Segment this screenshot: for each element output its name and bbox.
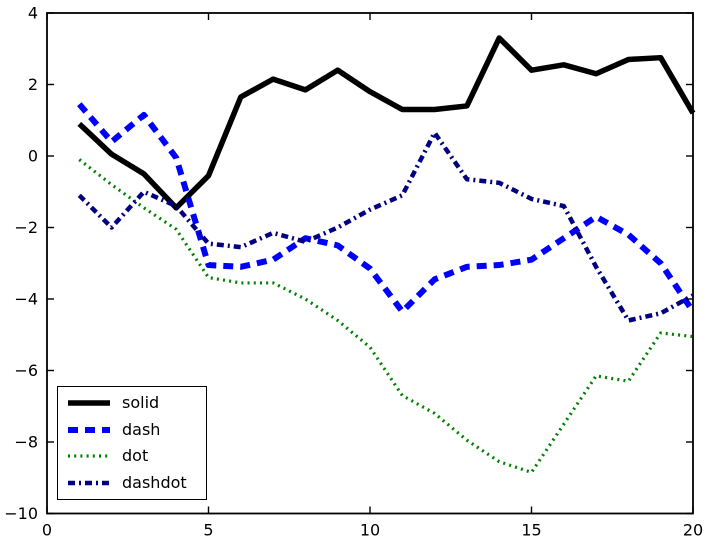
legend-line-sample-solid <box>68 400 110 406</box>
y-tick-label: 4 <box>28 4 38 23</box>
y-tick-label: −4 <box>14 290 38 309</box>
series-line-dashdot <box>77 130 695 323</box>
y-tick-label: −6 <box>14 361 38 380</box>
legend-item-dot: dot <box>67 444 206 469</box>
legend-label: dash <box>122 419 161 439</box>
series-line-dash <box>77 102 696 315</box>
legend-item-dash: dash <box>67 417 206 442</box>
legend-line-sample-dot <box>68 454 110 458</box>
x-tick-label: 10 <box>360 521 380 540</box>
y-tick-label: −8 <box>14 433 38 452</box>
legend-item-solid: solid <box>67 391 206 416</box>
y-tick-label: −10 <box>4 504 38 523</box>
legend-label: dot <box>122 446 149 466</box>
x-tick-label: 5 <box>203 521 213 540</box>
legend-line-sample-dashdot <box>68 480 110 485</box>
legend-line-sample-dash <box>68 426 110 433</box>
legend-item-dashdot: dashdot <box>67 470 206 495</box>
legend-label: dashdot <box>122 472 187 492</box>
legend: solid dash dot dashdot <box>57 386 207 500</box>
y-tick-label: −2 <box>14 218 38 237</box>
y-tick-label: 2 <box>28 75 38 94</box>
x-tick-label: 20 <box>683 521 703 540</box>
series-line-solid <box>77 35 696 211</box>
y-tick-label: 0 <box>28 147 38 166</box>
x-tick-label: 15 <box>521 521 541 540</box>
x-tick-label: 0 <box>42 521 52 540</box>
legend-label: solid <box>122 393 160 413</box>
